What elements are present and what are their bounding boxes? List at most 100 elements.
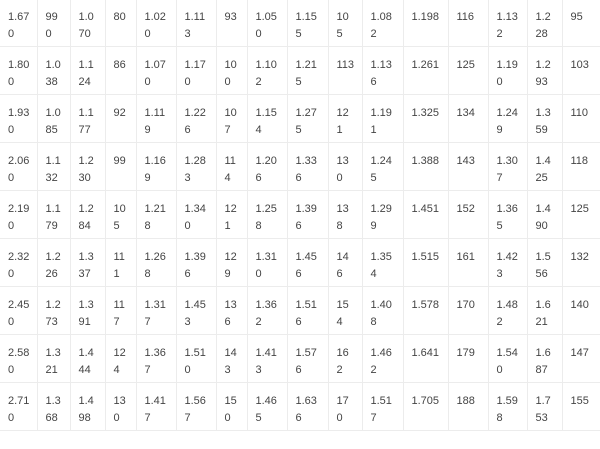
table-cell: 121 [327,94,363,143]
table-cell: 1.261 [402,46,449,95]
table-cell: 1.284 [69,190,106,239]
table-cell: 107 [215,94,248,143]
table-cell: 1.258 [246,190,288,239]
table-cell: 1.670 [0,0,38,47]
table-cell: 138 [327,190,363,239]
table-cell: 1.705 [402,382,449,431]
table-cell: 1.391 [69,286,106,335]
table-cell: 147 [561,334,600,383]
table-cell: 1.556 [526,238,563,287]
table-cell: 99 [104,142,137,191]
table-cell: 118 [561,142,600,191]
table-cell: 161 [447,238,489,287]
table-cell: 1.465 [246,382,288,431]
table-cell: 2.450 [0,286,38,335]
table-cell: 1.070 [135,46,177,95]
table-row: 2.450 1.273 1.391 117 1.317 1.453 136 1.362 1.51… [0,286,600,335]
table-cell: 1.516 [286,286,329,335]
table-cell: 132 [561,238,600,287]
table-row: 2.320 1.226 1.337 111 1.268 1.396 129 1.310 1.45… [0,238,600,287]
table-cell: 80 [104,0,137,47]
table-cell: 117 [104,286,137,335]
table-cell: 1.396 [175,238,217,287]
table-cell: 86 [104,46,137,95]
table-cell: 1.462 [361,334,404,383]
table-cell: 154 [327,286,363,335]
table-cell: 1.336 [286,142,329,191]
table-cell: 1.085 [36,94,71,143]
table-cell: 1.268 [135,238,177,287]
table-cell: 1.179 [36,190,71,239]
table-cell: 1.567 [175,382,217,431]
table-cell: 1.453 [175,286,217,335]
table-cell: 1.365 [487,190,528,239]
table-cell: 1.275 [286,94,329,143]
table-row: 2.580 1.321 1.444 124 1.367 1.510 143 1.413 1.57… [0,334,600,383]
table-cell: 1.444 [69,334,106,383]
table-cell: 1.340 [175,190,217,239]
table-cell: 150 [215,382,248,431]
table-cell: 125 [447,46,489,95]
table-cell: 1.800 [0,46,38,95]
table-cell: 146 [327,238,363,287]
table-cell: 1.154 [246,94,288,143]
table-cell: 111 [104,238,137,287]
table-cell: 136 [215,286,248,335]
table-cell: 125 [561,190,600,239]
table-cell: 1.070 [69,0,106,47]
table-cell: 1.598 [487,382,528,431]
table-cell: 2.710 [0,382,38,431]
table-cell: 1.191 [361,94,404,143]
table-cell: 2.190 [0,190,38,239]
table-cell: 2.320 [0,238,38,287]
table-cell: 134 [447,94,489,143]
table-cell: 1.636 [286,382,329,431]
table-cell: 1.687 [526,334,563,383]
table-cell: 1.388 [402,142,449,191]
table-cell: 1.226 [175,94,217,143]
table-cell: 1.510 [175,334,217,383]
table-cell: 1.170 [175,46,217,95]
table-cell: 1.641 [402,334,449,383]
table-cell: 93 [215,0,248,47]
table-cell: 1.050 [246,0,288,47]
table-cell: 170 [327,382,363,431]
table-cell: 1.038 [36,46,71,95]
table-cell: 129 [215,238,248,287]
table-cell: 1.119 [135,94,177,143]
table-row: 2.060 1.132 1.230 99 1.169 1.283 114 1.206 1.336… [0,142,600,191]
table-cell: 124 [104,334,137,383]
table-cell: 1.930 [0,94,38,143]
table-cell: 1.325 [402,94,449,143]
table-cell: 1.307 [487,142,528,191]
table-cell: 1.367 [135,334,177,383]
table-cell: 2.580 [0,334,38,383]
table-cell: 105 [104,190,137,239]
table-cell: 1.228 [526,0,563,47]
table-row: 1.670 990 1.070 80 1.020 1.113 93 1.050 1.155 105… [0,0,600,47]
table-cell: 1.482 [487,286,528,335]
table-cell: 143 [447,142,489,191]
table-cell: 114 [215,142,248,191]
table-cell: 1.283 [175,142,217,191]
table-cell: 1.576 [286,334,329,383]
table-cell: 113 [327,46,363,95]
table-cell: 152 [447,190,489,239]
table-row: 1.800 1.038 1.124 86 1.070 1.170 100 1.102 1.215… [0,46,600,95]
table-cell: 1.190 [487,46,528,95]
table-cell: 170 [447,286,489,335]
table-cell: 143 [215,334,248,383]
table-cell: 95 [561,0,600,47]
table-cell: 1.425 [526,142,563,191]
table-cell: 1.423 [487,238,528,287]
table-cell: 1.362 [246,286,288,335]
table-cell: 155 [561,382,600,431]
table-cell: 130 [327,142,363,191]
table-cell: 1.578 [402,286,449,335]
table-cell: 1.540 [487,334,528,383]
table-cell: 1.132 [36,142,71,191]
table-cell: 100 [215,46,248,95]
table-cell: 1.249 [487,94,528,143]
table-cell: 1.215 [286,46,329,95]
table-cell: 1.155 [286,0,329,47]
